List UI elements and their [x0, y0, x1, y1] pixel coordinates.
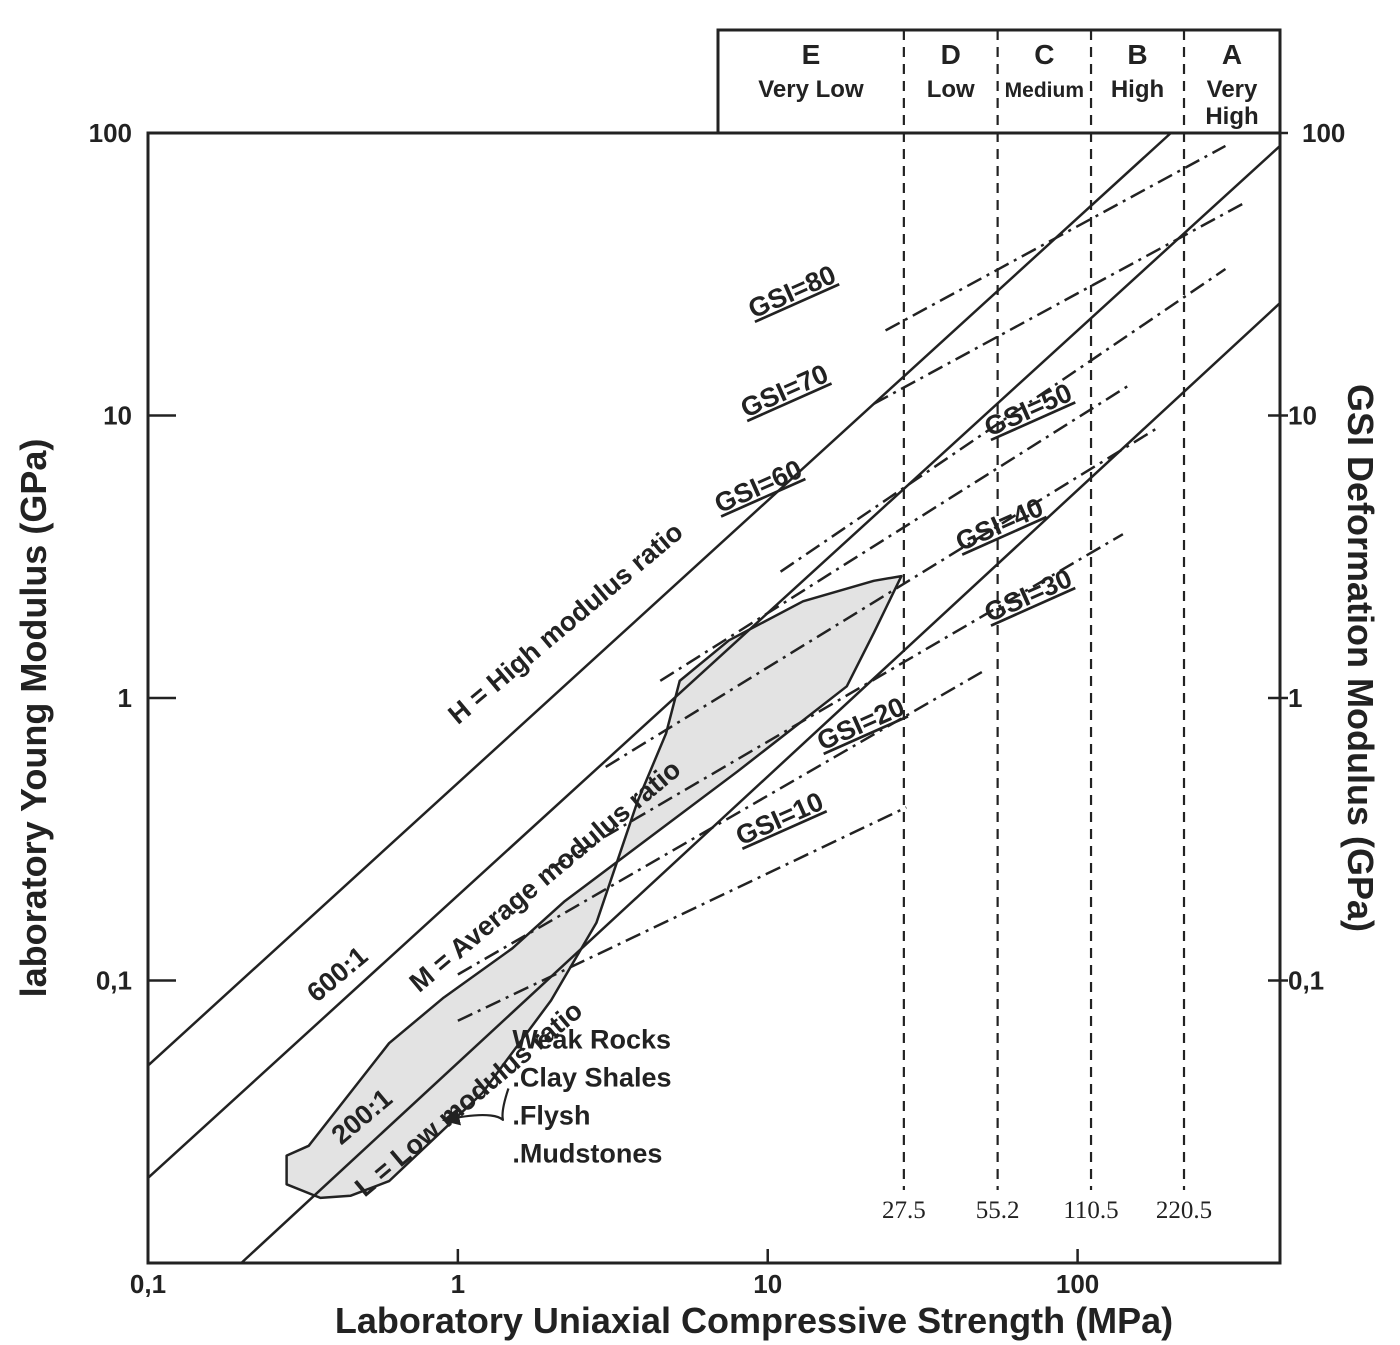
class-desc-a-1: Very: [1207, 76, 1258, 103]
annotation-line-2: .Clay Shales: [512, 1062, 671, 1092]
ratio-label-h-high-modulus-ratio: H = High modulus ratio: [442, 517, 688, 730]
class-letter-b: B: [1127, 39, 1147, 70]
gsi-line-gsi-10: [457, 806, 907, 1022]
y2-axis-title: GSI Deformation Modulus (GPa): [1340, 384, 1381, 932]
y-tick-label-1: 1: [118, 683, 132, 713]
class-desc-d-1: Low: [927, 76, 975, 103]
weak-rocks-region: [285, 574, 903, 1200]
gsi-label-gsi-30: GSI=30: [980, 563, 1077, 628]
gsi-label-gsi-80: GSI=80: [744, 259, 841, 324]
y-axis-title: laboratory Young Modulus (GPa): [13, 439, 54, 998]
y2-tick-label-10: 10: [1288, 401, 1317, 431]
boundary-label-220-5: 220.5: [1156, 1197, 1212, 1224]
strength-class-box: [716, 28, 1282, 135]
x-axis-title: Laboratory Uniaxial Compressive Strength…: [335, 1300, 1173, 1341]
class-desc-c-1: Medium: [1005, 79, 1084, 102]
gsi-line-gsi-70: [873, 200, 1247, 405]
annotation-arrow: [441, 1088, 510, 1126]
class-desc-a-2: High: [1205, 103, 1258, 130]
y2-tick-label-0-1: 0,1: [1288, 966, 1324, 996]
boundary-label-27-5: 27.5: [882, 1197, 926, 1224]
gsi-line-gsi-30: [550, 533, 1124, 870]
y2-tick-label-100: 100: [1302, 118, 1345, 148]
annotation-line-1: Weak Rocks: [512, 1024, 671, 1054]
gsi-line-gsi-60: [779, 267, 1227, 573]
x-tick-label-10: 10: [753, 1269, 782, 1299]
y2-tick-label-1: 1: [1288, 683, 1302, 713]
class-desc-e-1: Very Low: [758, 76, 864, 103]
class-letter-c: C: [1034, 39, 1054, 70]
gsi-line-gsi-40: [605, 427, 1158, 769]
gsi-line-gsi-80: [884, 144, 1227, 332]
y-tick-label-0-1: 0,1: [96, 966, 132, 996]
class-letter-d: D: [941, 39, 961, 70]
gsi-line-gsi-20: [457, 669, 985, 976]
y-tick-label-10: 10: [103, 401, 132, 431]
gsi-label-gsi-40: GSI=40: [951, 492, 1048, 557]
boundary-label-55-2: 55.2: [976, 1197, 1020, 1224]
gsi-line-gsi-50: [659, 382, 1133, 682]
boundary-label-110-5: 110.5: [1063, 1197, 1118, 1224]
modulus-ratio-line-2: [147, 145, 1281, 1179]
modulus-ratio-line-1: [147, 132, 1172, 1067]
x-tick-label-100: 100: [1056, 1269, 1099, 1299]
modulus-ratio-line-3: [240, 302, 1281, 1264]
class-letter-e: E: [802, 39, 821, 70]
class-desc-b-1: High: [1111, 76, 1164, 103]
gsi-label-gsi-70: GSI=70: [736, 359, 833, 424]
ratio-label-600-1: 600:1: [301, 941, 373, 1008]
annotation-line-4: .Mudstones: [512, 1138, 662, 1168]
x-tick-label-1: 1: [451, 1269, 465, 1299]
x-tick-label-0-1: 0,1: [130, 1269, 166, 1299]
gsi-label-gsi-50: GSI=50: [980, 377, 1077, 442]
region-layer: [285, 574, 903, 1200]
class-letter-a: A: [1222, 39, 1242, 70]
frame-layer: [146, 28, 1288, 1265]
annotation-line-3: .Flysh: [512, 1100, 590, 1130]
y-tick-label-100: 100: [89, 118, 132, 148]
lines-layer: [147, 30, 1281, 1264]
